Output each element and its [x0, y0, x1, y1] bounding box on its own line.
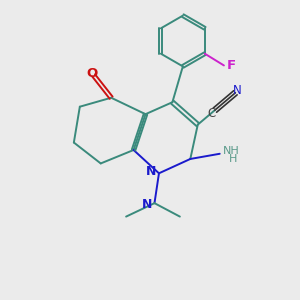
Text: NH: NH	[223, 146, 240, 156]
Text: N: N	[233, 84, 242, 97]
Text: F: F	[226, 59, 236, 72]
Text: N: N	[142, 198, 152, 211]
Text: C: C	[208, 106, 216, 120]
Text: N: N	[146, 165, 157, 178]
Text: H: H	[229, 154, 238, 164]
Text: O: O	[86, 67, 97, 80]
